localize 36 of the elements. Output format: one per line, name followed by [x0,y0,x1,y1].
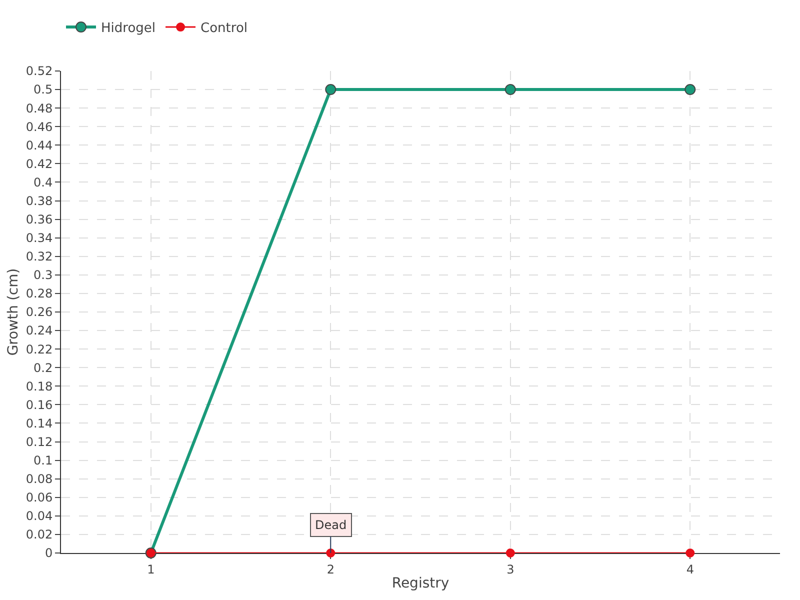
y-tick-label: 0.14 [26,416,53,430]
y-tick-label: 0.34 [26,231,53,246]
y-tick-label: 0.22 [26,342,53,356]
y-tick-label: 0 [44,546,53,560]
x-axis-title: Registry [392,576,450,592]
y-tick-label: 0.18 [26,379,53,394]
y-tick-label: 0.1 [34,454,53,468]
y-tick-label: 0.42 [26,156,53,171]
y-tick-label: 0.44 [26,138,53,152]
y-tick-label: 0.28 [26,286,53,301]
y-tick-label: 0.04 [26,509,53,524]
y-tick-label: 0.12 [26,434,53,449]
y-tick-label: 0.06 [26,490,53,505]
y-tick-label: 0.5 [34,82,53,97]
legend-label: Control [200,21,248,36]
x-tick-label: 3 [506,562,514,576]
y-tick-label: 0.16 [26,398,53,412]
legend-label: Hidrogel [101,21,156,36]
y-tick-label: 0.48 [26,101,53,116]
y-tick-label: 0.32 [26,250,53,264]
y-tick-label: 0.26 [26,305,53,320]
x-tick-label: 1 [147,562,155,576]
x-tick-label: 4 [686,562,694,576]
y-tick-label: 0.52 [26,64,53,78]
y-tick-label: 0.4 [34,175,53,190]
y-tick-label: 0.3 [34,268,53,282]
y-tick-label: 0.24 [26,324,53,338]
y-tick-label: 0.08 [26,472,53,486]
y-tick-label: 0.46 [26,120,53,134]
annotation: Dead [315,518,347,532]
y-tick-label: 0.2 [34,360,53,375]
y-tick-label: 0.38 [26,194,53,208]
x-tick-label: 2 [326,562,334,576]
y-axis-title: Growth (cm) [5,268,22,356]
y-tick-label: 0.36 [26,212,53,227]
y-tick-label: 0.02 [26,528,53,542]
